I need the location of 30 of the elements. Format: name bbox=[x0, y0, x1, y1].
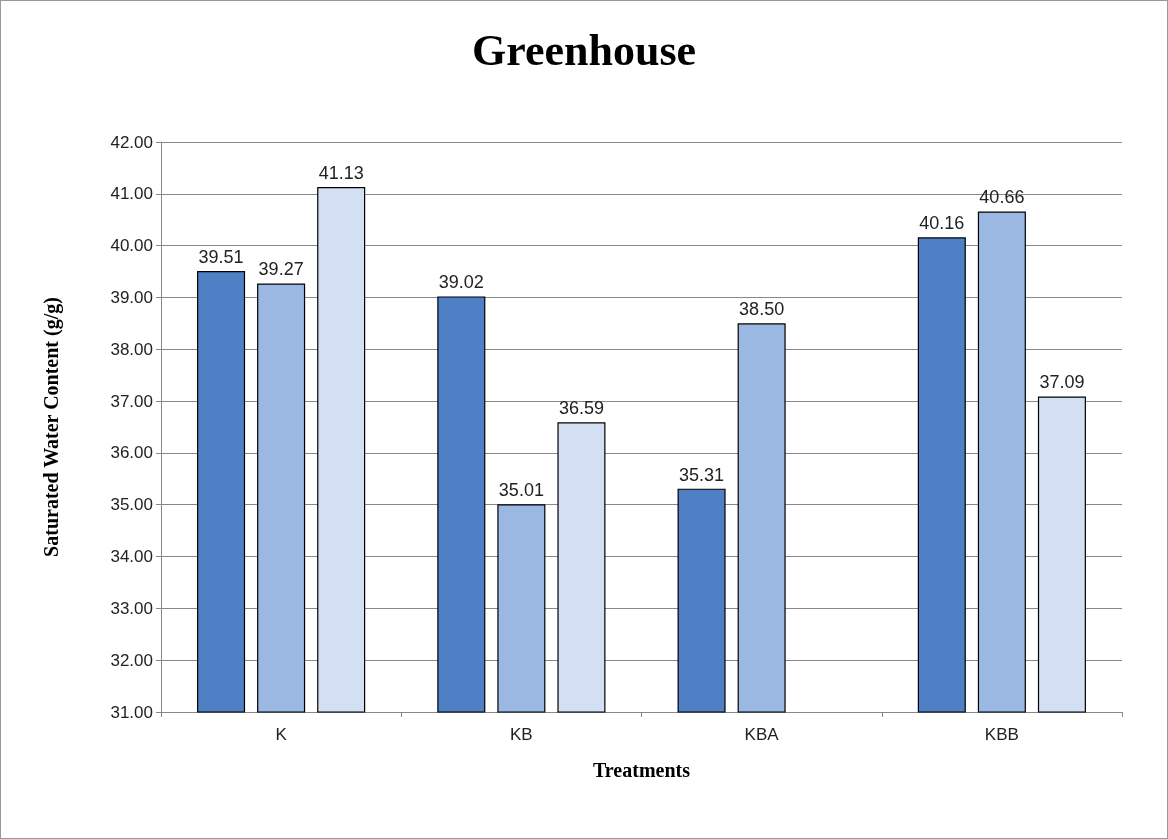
chart-title: Greenhouse bbox=[471, 25, 697, 75]
data-label: 39.27 bbox=[258, 259, 304, 280]
y-tick-label: 35.00 bbox=[110, 495, 153, 515]
y-tick-label: 31.00 bbox=[110, 702, 153, 722]
data-label: 35.31 bbox=[679, 464, 725, 485]
data-label: 35.01 bbox=[498, 480, 544, 501]
x-axis-title: Treatments bbox=[592, 759, 691, 781]
data-label: 36.59 bbox=[558, 398, 604, 419]
x-tick-label: K bbox=[275, 725, 288, 744]
x-tick-label: KBA bbox=[744, 725, 780, 744]
y-axis-title: Saturated Water Content (g/g) bbox=[40, 297, 63, 557]
y-tick-label: 39.00 bbox=[110, 287, 153, 307]
y-tick-label: 41.00 bbox=[110, 184, 153, 204]
y-tick-label: 36.00 bbox=[110, 443, 153, 463]
data-label: 40.66 bbox=[979, 187, 1025, 208]
y-tick-label: 42.00 bbox=[110, 132, 153, 152]
data-label: 40.16 bbox=[919, 213, 965, 234]
y-tick-label: 34.00 bbox=[110, 547, 153, 567]
data-label: 38.50 bbox=[739, 299, 785, 320]
data-label: 41.13 bbox=[318, 163, 364, 184]
x-tick-label: KB bbox=[510, 725, 533, 744]
y-tick-label: 38.00 bbox=[110, 339, 153, 359]
data-label: 39.02 bbox=[438, 272, 484, 293]
data-label: 37.09 bbox=[1039, 372, 1085, 393]
y-tick-label: 40.00 bbox=[110, 236, 153, 256]
y-tick-label: 37.00 bbox=[110, 391, 153, 411]
y-tick-label: 32.00 bbox=[110, 650, 153, 670]
y-tick-label: 33.00 bbox=[110, 598, 153, 618]
x-tick-label: KBB bbox=[984, 725, 1019, 744]
data-label: 39.51 bbox=[198, 247, 244, 268]
